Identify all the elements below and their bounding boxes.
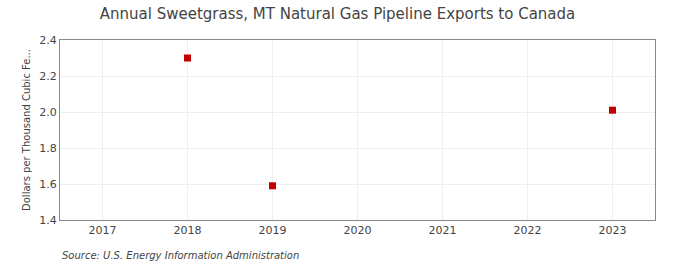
svg-text:2023: 2023: [599, 224, 627, 237]
svg-text:2018: 2018: [174, 224, 202, 237]
svg-text:1.4: 1.4: [39, 214, 57, 227]
svg-text:2017: 2017: [89, 224, 117, 237]
svg-text:Source: U.S. Energy Informatio: Source: U.S. Energy Information Administ…: [62, 250, 299, 261]
svg-text:2.2: 2.2: [39, 70, 57, 83]
svg-text:2.0: 2.0: [39, 106, 57, 119]
svg-text:Dollars per Thousand Cubic Fe.: Dollars per Thousand Cubic Fe...: [21, 49, 32, 211]
svg-text:2021: 2021: [429, 224, 457, 237]
svg-text:2020: 2020: [344, 224, 372, 237]
svg-text:Annual Sweetgrass, MT Natural: Annual Sweetgrass, MT Natural Gas Pipeli…: [100, 5, 576, 23]
svg-text:2022: 2022: [514, 224, 542, 237]
svg-text:2019: 2019: [259, 224, 287, 237]
svg-text:2.4: 2.4: [39, 34, 57, 47]
svg-text:1.6: 1.6: [39, 178, 57, 191]
svg-text:1.8: 1.8: [39, 142, 57, 155]
